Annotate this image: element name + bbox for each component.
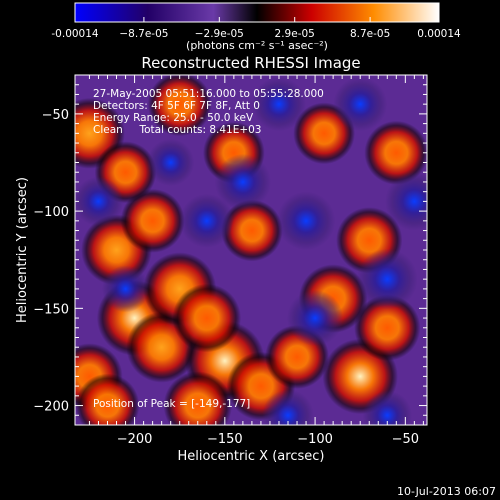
annotation-time-range: 27-May-2005 05:51:16.000 to 05:55:28.000 [93, 88, 324, 100]
y-tick-label: −150 [33, 302, 69, 317]
negative-blob [262, 389, 314, 425]
y-axis-ticks [75, 84, 427, 416]
annotation-detectors: Detectors: 4F 5F 6F 7F 8F, Att 0 [93, 100, 260, 112]
x-axis-label: Heliocentric X (arcsec) [178, 449, 325, 464]
negative-blob [333, 77, 388, 132]
emission-blob [75, 373, 140, 425]
colorbar-tick-labels: -0.00014 −8.7e-05 −2.9e-05 2.9e-05 8.7e-05 0.… [51, 28, 461, 40]
negative-blob [385, 172, 427, 231]
y-tick-label: −200 [33, 400, 69, 415]
info-annotations: 27-May-2005 05:51:16.000 to 05:55:28.000… [93, 88, 324, 136]
colorbar-tick-label: 2.9e-05 [275, 28, 315, 40]
colorbar-tick-label: −2.9e-05 [195, 28, 244, 40]
emission-blob [120, 188, 185, 253]
negative-blob [179, 193, 234, 248]
chart-title: Reconstructed RHESSI Image [141, 54, 360, 72]
colorbar-tick-label: 0.00014 [417, 28, 461, 40]
colorbar-tick-label: −8.7e-05 [119, 28, 168, 40]
colorbar-tick-label: -0.00014 [51, 28, 99, 40]
emission-blob [172, 283, 242, 353]
negative-blob [362, 390, 412, 425]
emission-blob [354, 294, 421, 361]
footer-timestamp: 10-Jul-2013 06:07 [397, 485, 496, 498]
annotation-clean-counts: Clean Total counts: 8.41E+03 [93, 124, 262, 136]
y-axis-tick-labels: −50 −100 −150 −200 [33, 108, 69, 415]
negative-blob [286, 289, 344, 347]
emission-blob [147, 75, 212, 137]
x-axis-tick-labels: −200 −150 −100 −50 [117, 432, 419, 447]
emission-blob [221, 199, 283, 262]
negative-blob [147, 138, 195, 187]
x-axis-ticks [88, 75, 424, 425]
annotation-energy-range: Energy Range: 25.0 - 50.0 keV [93, 112, 254, 124]
negative-blob [75, 176, 124, 227]
emission-blob [163, 371, 233, 425]
y-tick-label: −100 [33, 205, 69, 220]
y-tick-label: −50 [42, 108, 69, 123]
x-tick-label: −100 [297, 432, 333, 447]
negative-blob [101, 265, 150, 313]
image-heatmap [75, 75, 427, 425]
negative-blob [214, 153, 272, 211]
peak-position-label: Position of Peak = [-149,-177] [93, 398, 250, 410]
colorbar-ticks [74, 17, 440, 22]
colorbar-unit-label: (photons cm⁻² s⁻¹ asec⁻²) [186, 39, 328, 52]
emission-blob [364, 120, 427, 185]
colorbar [74, 2, 440, 23]
negative-blob [251, 77, 306, 132]
negative-blob [356, 248, 418, 310]
x-tick-label: −50 [392, 432, 419, 447]
colorbar-tick-label: 8.7e-05 [350, 28, 390, 40]
negative-blob [276, 191, 336, 251]
x-tick-label: −150 [207, 432, 243, 447]
x-tick-label: −200 [117, 432, 153, 447]
y-axis-label: Heliocentric Y (arcsec) [15, 177, 30, 323]
